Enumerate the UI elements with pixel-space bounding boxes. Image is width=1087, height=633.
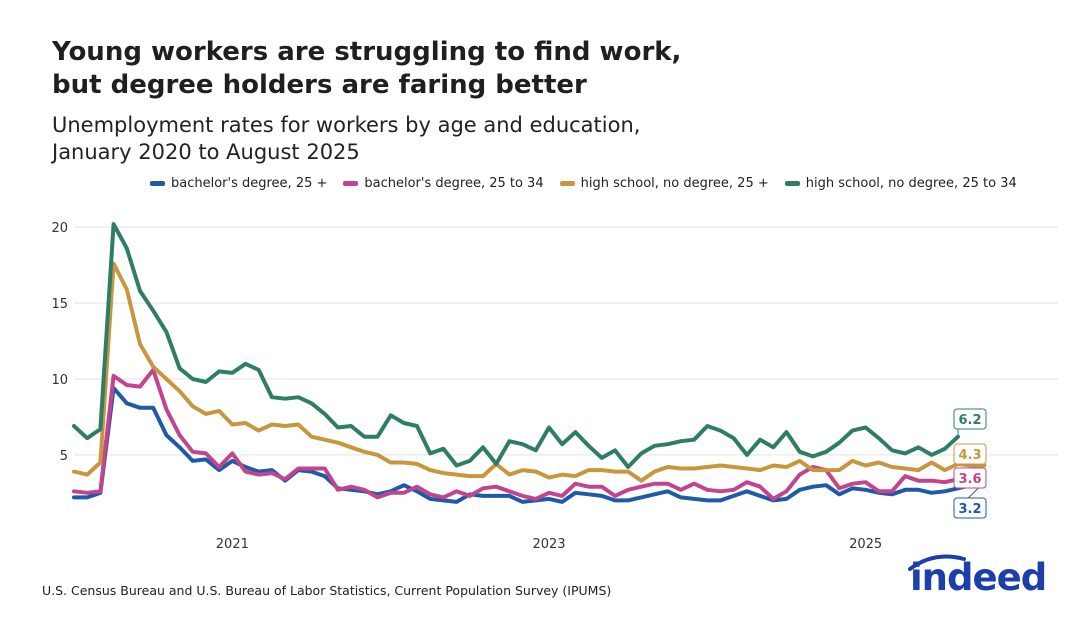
end-label-box [953, 443, 987, 465]
x-tick-label: 2023 [532, 537, 565, 552]
source-note: U.S. Census Bureau and U.S. Bureau of La… [42, 583, 612, 598]
end-label-box [953, 467, 987, 489]
chart-legend: bachelor's degree, 25 + bachelor's degre… [150, 176, 1017, 191]
series-line-4 [72, 222, 960, 469]
series-line-1 [72, 386, 987, 504]
legend-label: high school, no degree, 25 + [580, 176, 769, 191]
y-axis: 5 10 15 20 [51, 221, 68, 464]
y-tick-label: 5 [60, 449, 68, 464]
end-label-box [953, 497, 987, 519]
indeed-logo-arc-icon [908, 554, 966, 571]
y-tick-label: 15 [51, 297, 68, 312]
legend-swatch [784, 181, 800, 186]
legend-label: high school, no degree, 25 to 34 [805, 176, 1017, 191]
x-tick-label: 2021 [216, 537, 249, 552]
y-tick-label: 10 [51, 373, 68, 388]
x-axis: 2021 2023 2025 [216, 537, 882, 552]
end-label-box [953, 408, 987, 430]
chart-title-line-1: Young workers are struggling to find wor… [52, 37, 682, 67]
chart-subtitle: Unemployment rates for workers by age an… [52, 112, 640, 166]
series-lines [72, 222, 987, 504]
legend-label: bachelor's degree, 25 + [171, 176, 328, 191]
legend-swatch [343, 181, 359, 186]
series-line-3 [72, 261, 987, 483]
legend-label: bachelor's degree, 25 to 34 [364, 176, 544, 191]
end-labels: 3.2 3.6 4.3 6.2 [953, 408, 987, 519]
legend-item[interactable]: bachelor's degree, 25 + [150, 176, 327, 191]
legend-swatch [559, 181, 575, 186]
grid-lines [74, 226, 1058, 456]
series-line-2 [72, 367, 987, 501]
end-label-value: 3.2 [958, 502, 981, 517]
indeed-logo[interactable]: indeed [910, 556, 1047, 599]
chart-subtitle-line-2: January 2020 to August 2025 [52, 140, 360, 164]
end-label-value: 6.2 [958, 413, 981, 428]
legend-swatch [150, 181, 165, 186]
legend-item[interactable]: high school, no degree, 25 to 34 [784, 176, 1017, 191]
chart-subtitle-line-1: Unemployment rates for workers by age an… [52, 113, 641, 137]
end-label-value: 3.6 [958, 472, 981, 487]
chart-title-line-2: but degree holders are faring better [52, 70, 587, 100]
chart-title: Young workers are struggling to find wor… [52, 36, 681, 102]
legend-item[interactable]: bachelor's degree, 25 to 34 [343, 176, 544, 191]
y-tick-label: 20 [51, 221, 68, 236]
legend-item[interactable]: high school, no degree, 25 + [559, 176, 769, 191]
x-tick-label: 2025 [849, 537, 882, 552]
end-label-value: 4.3 [958, 448, 981, 463]
